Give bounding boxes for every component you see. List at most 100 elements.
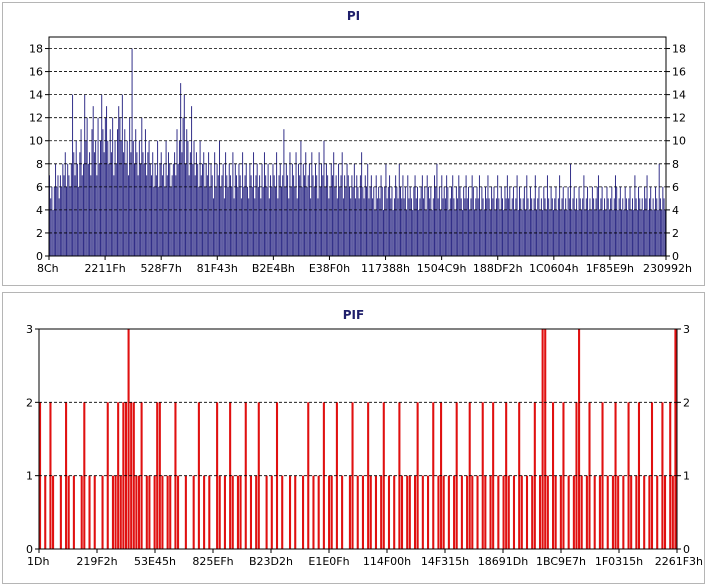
pi-bar: [172, 163, 174, 256]
pi-bar: [633, 209, 635, 256]
pif-bar: [580, 475, 583, 549]
pif-bar: [432, 402, 435, 549]
pif-bar: [44, 475, 47, 549]
pi-bar: [384, 186, 386, 256]
pi-ytick-label-left: 2: [36, 227, 43, 240]
pif-bar: [231, 475, 234, 549]
pi-bar: [142, 152, 144, 256]
pi-bar: [520, 198, 522, 256]
pif-ytick-label-left: 0: [26, 543, 33, 556]
pi-bar: [333, 152, 335, 256]
pi-bar: [538, 186, 540, 256]
pif-bar: [208, 475, 211, 549]
pi-xtick-label: 188DF2h: [473, 262, 523, 275]
pi-bar: [92, 106, 94, 256]
pi-bar: [452, 175, 454, 256]
pif-bar: [114, 475, 117, 549]
pi-bar: [488, 198, 490, 256]
pi-bar: [329, 186, 331, 256]
pif-bar: [408, 475, 411, 549]
pi-bar: [225, 152, 227, 256]
pi-bar: [223, 198, 225, 256]
pi-bar: [246, 186, 248, 256]
pi-bar: [472, 186, 474, 256]
pif-bar: [218, 475, 221, 549]
pi-bar: [153, 186, 155, 256]
pi-bar: [84, 94, 86, 256]
pi-bar: [63, 175, 65, 256]
pi-bar: [423, 198, 425, 256]
pi-bar: [57, 175, 59, 256]
pi-bar: [123, 152, 125, 256]
pi-bar: [166, 175, 168, 256]
pi-bar: [195, 152, 197, 256]
pi-bar: [363, 198, 365, 256]
pi-bar: [317, 198, 319, 256]
pi-bar: [342, 198, 344, 256]
pi-bar: [389, 175, 391, 256]
pi-bar: [534, 175, 536, 256]
pi-ytick-label-left: 10: [29, 135, 43, 148]
pif-bar: [541, 329, 544, 549]
pi-bar: [527, 198, 529, 256]
pi-bar: [562, 186, 564, 256]
pi-xtick-label: 2211Fh: [84, 262, 125, 275]
pif-bar: [67, 475, 70, 549]
pif-xtick-label: B23D2h: [249, 555, 293, 568]
pi-bar: [237, 186, 239, 256]
pi-bar: [495, 198, 497, 256]
pif-bar: [351, 402, 354, 549]
pi-bar: [148, 140, 150, 256]
pi-bar: [272, 163, 274, 256]
pi-bar: [395, 175, 397, 256]
pif-bar: [525, 475, 529, 549]
pi-bar: [274, 186, 276, 256]
pi-bar: [403, 198, 405, 256]
pi-bar: [137, 175, 139, 256]
pif-bar: [288, 475, 292, 549]
pif-bar: [437, 475, 440, 549]
pif-bar: [374, 475, 378, 549]
pif-bar: [281, 475, 284, 549]
pi-bar: [493, 186, 495, 256]
pi-bar: [108, 163, 110, 256]
pi-bar: [619, 186, 621, 256]
pi-bar: [366, 186, 367, 256]
pi-bar: [297, 163, 299, 256]
pi-bar: [109, 129, 111, 256]
pi-bar: [227, 186, 229, 256]
pif-bar: [663, 475, 667, 549]
pi-bar: [364, 175, 366, 256]
pi-bar: [441, 175, 443, 256]
pi-bar: [464, 198, 466, 256]
pif-bar: [572, 475, 575, 549]
pi-bar: [622, 198, 624, 256]
pif-bar: [275, 402, 279, 549]
pif-bar: [476, 475, 479, 549]
pi-bar: [352, 186, 354, 256]
pi-bar: [204, 186, 206, 256]
pi-bar: [531, 198, 533, 256]
pi-bar: [147, 152, 149, 256]
pif-bar: [427, 475, 430, 549]
pi-bar: [97, 117, 99, 257]
pi-bar: [529, 186, 531, 256]
pif-bar: [156, 402, 159, 549]
pi-bar: [62, 163, 64, 256]
pi-bar: [270, 175, 272, 256]
pi-bar: [305, 152, 307, 256]
pi-bar: [400, 186, 401, 256]
pi-bar: [307, 175, 309, 256]
pi-bar: [350, 198, 352, 256]
pif-xtick-label: 1BC9E7h: [536, 555, 586, 568]
pi-bar: [255, 175, 257, 256]
pif-bar: [481, 402, 484, 549]
pi-bar: [511, 198, 513, 256]
pi-bar: [550, 186, 552, 256]
pif-bar: [512, 475, 516, 549]
pi-ytick-label-left: 8: [36, 158, 43, 171]
pi-bar: [175, 175, 177, 256]
pi-bar: [386, 198, 388, 256]
pi-bar: [191, 106, 193, 256]
pi-bar: [118, 106, 120, 256]
